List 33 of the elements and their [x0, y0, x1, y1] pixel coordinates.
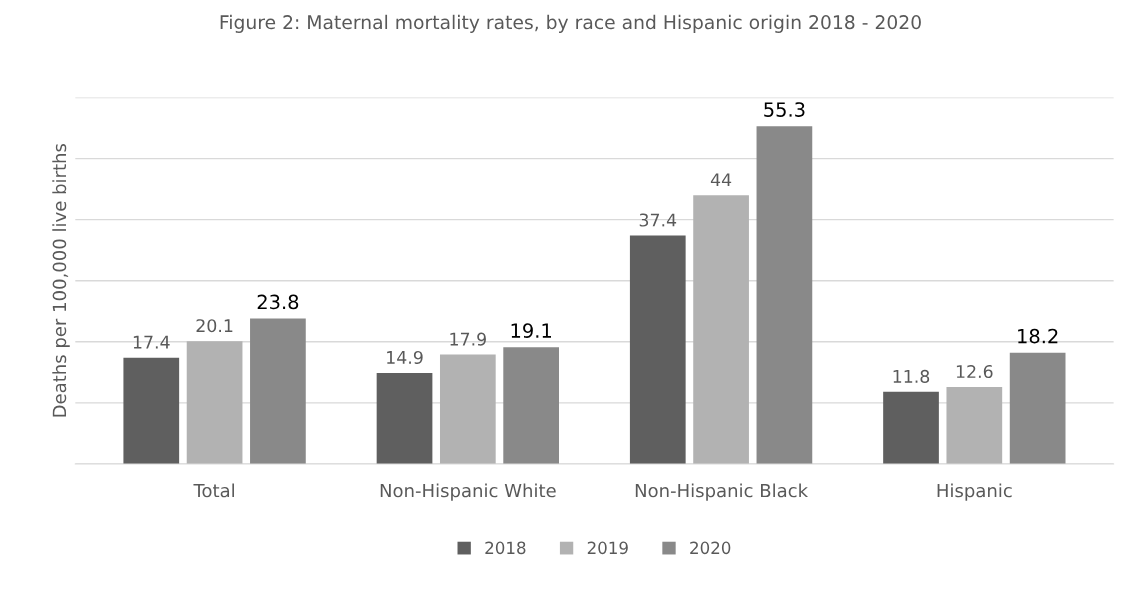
bar — [186, 341, 243, 464]
data-label: 14.9 — [387, 350, 423, 365]
bar — [503, 347, 560, 464]
data-label: 37.4 — [639, 213, 677, 227]
x-tick-label: Non-Hispanic White — [380, 483, 556, 501]
bar — [123, 357, 180, 464]
x-tick-label: Hispanic — [937, 483, 1012, 501]
bar — [946, 386, 1003, 464]
bar — [629, 235, 686, 464]
data-label: 12.6 — [956, 364, 993, 379]
data-label: 19.1 — [511, 323, 551, 338]
y-axis-title: Deaths per 100,000 live births — [52, 143, 70, 417]
x-tick-label: Total — [193, 483, 234, 498]
data-label: 17.4 — [133, 335, 170, 349]
bar — [439, 354, 496, 464]
data-label: 44 — [710, 173, 732, 187]
legend-label: 2019 — [587, 541, 628, 555]
bar — [883, 391, 939, 464]
data-label: 18.2 — [1018, 328, 1058, 344]
data-label: 23.8 — [257, 294, 299, 310]
x-tick-label: Non-Hispanic Black — [635, 483, 809, 501]
bar — [376, 372, 433, 464]
data-label: 55.3 — [764, 102, 805, 117]
data-label: 11.8 — [893, 369, 930, 383]
bar — [756, 126, 813, 464]
data-label: 17.9 — [450, 332, 486, 346]
legend-label: 2020 — [690, 541, 731, 555]
chart-title: Figure 2: Maternal mortality rates, by race and Hispanic origin 2018 - 2020 — [220, 14, 921, 33]
bar — [1009, 352, 1066, 464]
data-label: 20.1 — [196, 319, 233, 333]
legend-label: 2018 — [485, 541, 526, 555]
bar — [250, 318, 306, 464]
bar — [693, 195, 749, 464]
